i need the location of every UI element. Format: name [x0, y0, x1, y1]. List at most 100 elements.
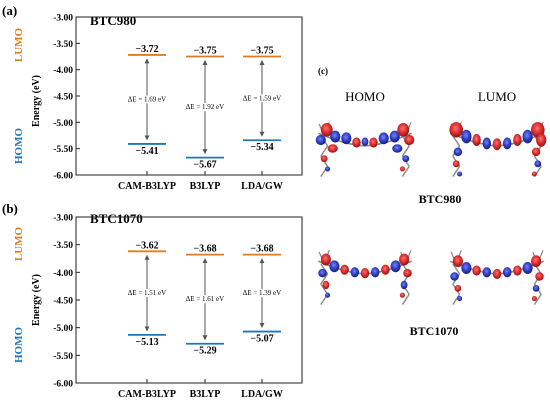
y-tick-label: -4.00: [53, 269, 73, 279]
molecule-label-btc980: BTC980: [419, 192, 462, 206]
gap-label: ΔE = 1.92 eV: [186, 103, 224, 111]
orbital-lobe: [404, 134, 415, 146]
y-tick-label: -6.00: [53, 172, 73, 182]
orbital-lobe: [325, 292, 331, 298]
lumo-value-label: −3.62: [135, 240, 158, 251]
orbital-lobe: [397, 123, 410, 137]
panel-c-label: (c): [318, 66, 328, 76]
orbital-lobe: [381, 264, 390, 275]
orbital-lobe: [522, 129, 533, 144]
y-tick-label: -4.50: [53, 93, 73, 103]
orbital-lobe: [492, 268, 502, 280]
y-tick-label: -5.00: [53, 119, 73, 129]
orbital-lobe: [329, 260, 340, 273]
orbital-lobe: [378, 132, 389, 145]
orbital-panel: (c) HOMO LUMO BTC980 BTC1070: [315, 66, 547, 338]
homo-value-label: −5.34: [250, 142, 273, 153]
orbital-lobe: [502, 267, 512, 278]
bond: [320, 283, 329, 295]
orbital-lobe: [453, 147, 463, 157]
orbital-lobe: [360, 268, 370, 279]
energy-chart-btc1070: (b) BTC1070 Energy (eV) LUMO HOMO -3.00 -…: [2, 201, 303, 400]
orbital-lobe: [399, 253, 410, 266]
y-tick-label: -4.50: [53, 297, 73, 307]
orbital-lobe: [535, 272, 544, 281]
y-tick-label: -5.00: [53, 324, 73, 334]
homo-value-label: −5.07: [250, 334, 273, 345]
orbital-lobe: [341, 132, 352, 145]
lumo-header: LUMO: [478, 89, 516, 104]
orbital-lobe: [534, 160, 542, 168]
bond: [452, 293, 461, 305]
category-label: CAM-B3LYP: [118, 181, 176, 192]
orbital-lobe: [472, 134, 481, 146]
orbital-lobe: [536, 133, 547, 147]
gap-label-bg: [240, 94, 284, 103]
gap-label: ΔE = 1.59 eV: [243, 94, 281, 102]
panel-label: (a): [2, 3, 17, 18]
gap-label: ΔE = 1.51 eV: [128, 289, 166, 297]
chart-title: BTC1070: [90, 211, 143, 226]
gap-label-bg: [125, 289, 169, 298]
gap-label-bg: [240, 289, 284, 298]
bond: [533, 293, 542, 305]
bond: [401, 293, 410, 305]
orbital-lobe: [400, 280, 408, 290]
orbital-lobe: [482, 267, 492, 278]
lumo-side-label: LUMO: [13, 226, 25, 261]
orbital-lobe: [532, 285, 540, 292]
orbital-lobe: [452, 255, 463, 268]
bond: [452, 263, 461, 275]
lumo-value-label: −3.68: [193, 244, 216, 255]
orbital-lobe: [403, 268, 412, 278]
y-tick-label: -5.50: [53, 352, 73, 362]
orbital-lobe: [452, 160, 460, 168]
orbital-lobe: [320, 253, 331, 266]
category-label: LDA/GW: [241, 181, 283, 192]
bond: [320, 145, 329, 157]
orbital-lobe: [531, 147, 541, 157]
orbital-lobe: [449, 122, 464, 138]
orbital-lobe: [340, 264, 349, 275]
lumo-value-label: −3.75: [193, 46, 216, 57]
category-label: CAM-B3LYP: [118, 389, 176, 400]
orbital-lobe: [392, 144, 403, 153]
orbital-lobe: [350, 267, 360, 278]
orbital-lobe: [370, 267, 380, 278]
orbital-lobe: [327, 144, 338, 153]
orbital-lobe: [325, 166, 331, 172]
orbital-lobes: [315, 123, 415, 172]
orbital-lobe: [352, 137, 361, 148]
lumo-value-label: −3.68: [250, 244, 273, 255]
y-tick-label: -6.00: [53, 380, 73, 390]
orbital-lobe: [531, 296, 537, 302]
homo-value-label: −5.29: [193, 346, 216, 357]
bond: [452, 135, 461, 147]
homo-side-label: HOMO: [13, 327, 25, 363]
orbital-lobe: [502, 137, 512, 150]
orbital-lobe: [399, 166, 405, 172]
y-tick-label: -3.50: [53, 40, 73, 50]
homo-side-label: HOMO: [13, 128, 25, 164]
y-tick-label: -5.50: [53, 145, 73, 155]
orbital-lobe: [315, 134, 326, 146]
orbital-lobe: [472, 265, 481, 276]
gap-label: ΔE = 1.61 eV: [186, 295, 224, 303]
bond: [401, 165, 410, 177]
orbital-lobe: [322, 280, 330, 290]
lumo-value-label: −3.72: [135, 44, 158, 55]
orbital-lobe: [492, 138, 502, 151]
lumo-value-label: −3.75: [250, 46, 273, 57]
orbital-lobe: [461, 262, 472, 274]
orbital-lobe: [450, 272, 459, 281]
orbital-lobe: [513, 265, 522, 276]
gap-label-bg: [125, 95, 169, 104]
y-tick-label: -3.00: [53, 14, 73, 24]
orbital-lobe: [320, 155, 328, 163]
homo-header: HOMO: [345, 89, 385, 104]
gap-label-bg: [183, 103, 227, 112]
y-tick-label: -3.50: [53, 241, 73, 251]
orbital-lobe: [522, 262, 533, 274]
